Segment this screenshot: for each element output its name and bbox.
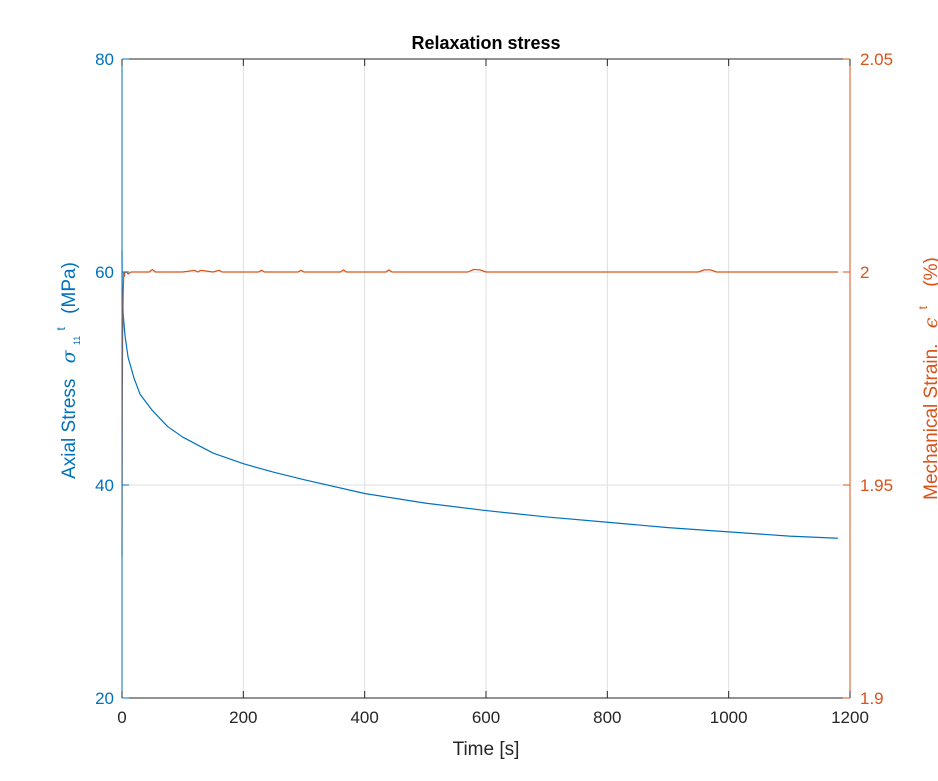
- x-tick-label: 0: [117, 708, 126, 727]
- x-tick-label: 800: [593, 708, 621, 727]
- x-tick-label: 400: [350, 708, 378, 727]
- right-y-axis-label-text: Mechanical Strain.: [921, 344, 938, 500]
- x-tick-label: 600: [472, 708, 500, 727]
- x-tick-label: 1200: [831, 708, 869, 727]
- left-y-axis-label-superscript: t: [54, 326, 68, 330]
- right-y-tick-label: 1.95: [860, 476, 893, 495]
- left-y-tick-label: 40: [95, 476, 114, 495]
- right-y-tick-label: 2.05: [860, 50, 893, 69]
- left-y-axis-label-subscript: 11: [72, 336, 82, 345]
- right-y-axis-label-superscript: t: [916, 305, 930, 309]
- left-y-tick-label: 60: [95, 263, 114, 282]
- stress-series-line: [121, 250, 838, 539]
- tick-marks: [121, 58, 851, 699]
- left-y-axis-label-text: Axial Stress: [59, 379, 80, 479]
- right-y-axis-label-symbol: ϵ: [920, 317, 938, 328]
- x-axis-label: Time [s]: [453, 739, 520, 760]
- right-y-axis-label-unit: (%): [921, 257, 938, 287]
- x-tick-label: 200: [229, 708, 257, 727]
- right-y-tick-label: 2: [860, 263, 869, 282]
- chart-title: Relaxation stress: [411, 33, 560, 53]
- left-y-axis-label: Axial Stress σ 11 t (MPa): [49, 262, 85, 479]
- right-y-tick-label: 1.9: [860, 689, 884, 708]
- right-y-axis-label: Mechanical Strain. ϵ t (%): [911, 257, 938, 500]
- tick-labels: 0 200 400 600 800 1000 1200 20 40 60 80 1.9 1.95 2 2.0…: [95, 50, 893, 727]
- left-y-tick-label: 20: [95, 689, 114, 708]
- x-tick-label: 1000: [710, 708, 748, 727]
- left-y-axis-label-unit: (MPa): [59, 262, 80, 314]
- left-y-tick-label: 80: [95, 50, 114, 69]
- left-y-axis-label-symbol: σ: [58, 349, 80, 363]
